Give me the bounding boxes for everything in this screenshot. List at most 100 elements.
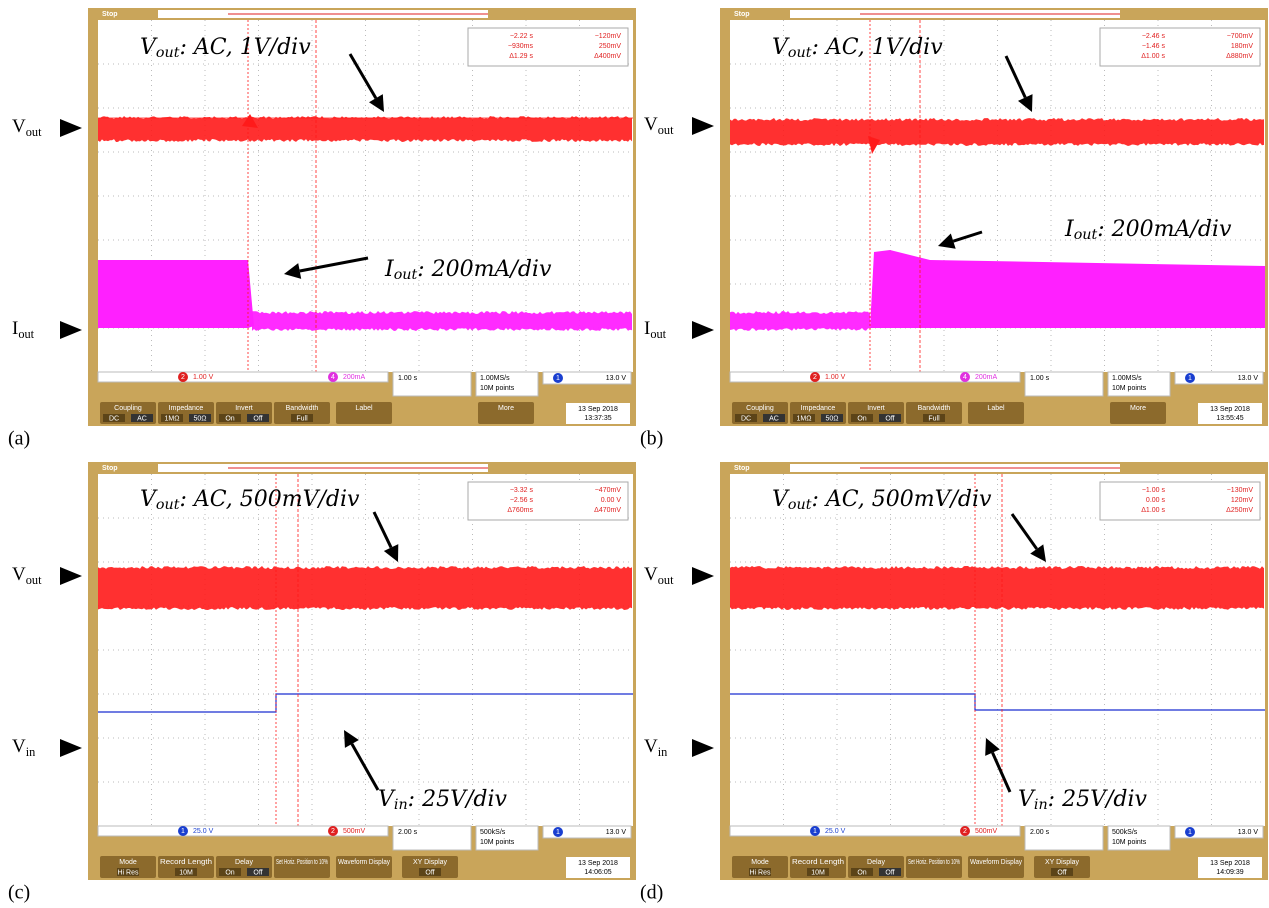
- date: 13 Sep 2018: [1210, 860, 1250, 867]
- trigger-channel: 1: [1188, 375, 1192, 382]
- channel-label: Vin: [12, 736, 35, 758]
- channel-label: Vout: [644, 114, 674, 136]
- record-points: 10M points: [1112, 385, 1147, 392]
- menu-title: XY Display: [413, 859, 448, 866]
- subscript: in: [394, 797, 408, 813]
- time: 14:09:39: [1216, 869, 1243, 876]
- trigger-level: 13.0 V: [1238, 829, 1259, 836]
- menu-item: Off: [885, 869, 894, 876]
- menu-title: Impedance: [801, 405, 836, 412]
- channel-marker: [60, 119, 82, 137]
- menu-item: On: [225, 869, 234, 876]
- menu-title: Coupling: [746, 405, 774, 412]
- time: 14:06:05: [584, 869, 611, 876]
- readout: −470mV: [595, 487, 622, 494]
- menu-title: Coupling: [114, 405, 142, 412]
- readout: Δ1.00 s: [1141, 507, 1165, 514]
- menu-item: On: [225, 415, 234, 422]
- readout: −1.00 s: [1142, 487, 1166, 494]
- readout: Δ400mV: [594, 53, 621, 60]
- menu-title: More: [498, 405, 514, 412]
- annotation-text: : 200mA/div: [1097, 217, 1232, 242]
- channel-marker: [60, 739, 82, 757]
- menu-title: More: [1130, 405, 1146, 412]
- channel-scale: 1.00 V: [193, 374, 214, 381]
- panel-label: (c): [8, 882, 30, 904]
- readout: 0.00 s: [1146, 497, 1166, 504]
- channel-marker: [692, 567, 714, 585]
- channel-scale: 200mA: [975, 374, 998, 381]
- menu-item: On: [857, 415, 866, 422]
- scope-panel: Stop−1.00 s−130mV0.00 s120mVΔ1.00 sΔ250m…: [640, 462, 1268, 904]
- menu-title: Label: [355, 405, 373, 412]
- readout: −1.46 s: [1142, 43, 1166, 50]
- channel-label: Vin: [644, 736, 667, 758]
- readout: Δ1.00 s: [1141, 53, 1165, 60]
- menu-item: 50Ω: [193, 415, 206, 422]
- readout: Δ760ms: [507, 507, 533, 514]
- trigger-level: 13.0 V: [606, 375, 627, 382]
- symbol: V: [644, 736, 658, 757]
- menu-item: Off: [1057, 869, 1066, 876]
- channel-label: Iout: [12, 318, 35, 340]
- waveform-band: [252, 311, 632, 331]
- annotation-text: : AC, 1V/div: [179, 35, 311, 60]
- channel-number: 4: [331, 374, 335, 381]
- menu-title: Record Length: [792, 859, 844, 866]
- figure: Stop −2.22 s −120mV −930ms 250mV Δ1.29 s Δ400m…: [0, 0, 1269, 908]
- trigger-channel: 1: [556, 829, 560, 836]
- menu-item: 1MΩ: [797, 415, 812, 422]
- panel-label: (d): [640, 882, 663, 904]
- menu-item: DC: [109, 415, 119, 422]
- readout: Δ1.29 s: [509, 53, 533, 60]
- readout: −2.56 s: [510, 497, 534, 504]
- annotation-text: : AC, 500mV/div: [179, 487, 360, 512]
- subscript: out: [658, 573, 674, 587]
- status-word: Stop: [734, 11, 750, 18]
- waveform-band: [730, 118, 1264, 146]
- readout: 250mV: [599, 43, 622, 50]
- symbol: V: [644, 564, 658, 585]
- menu-item: Off: [253, 869, 262, 876]
- readout: −120mV: [595, 33, 622, 40]
- menu-item: Full: [928, 415, 940, 422]
- symbol: V: [12, 564, 26, 585]
- readout: −930ms: [508, 43, 534, 50]
- menu-item: Off: [885, 415, 894, 422]
- waveform-band: [98, 116, 632, 142]
- record-points: 10M points: [480, 385, 515, 392]
- channel-scale: 500mV: [343, 828, 366, 835]
- panel-label: (b): [640, 428, 663, 450]
- menu-item: 10M: [811, 869, 825, 876]
- channel-scale: 1.00 V: [825, 374, 846, 381]
- date: 13 Sep 2018: [1210, 406, 1250, 413]
- time: 13:55:45: [1216, 415, 1243, 422]
- sample-rate: 500kS/s: [480, 829, 506, 836]
- subscript: in: [658, 745, 668, 759]
- trigger-level: 13.0 V: [606, 829, 627, 836]
- menu-title: Mode: [119, 859, 137, 866]
- status-word: Stop: [102, 11, 118, 18]
- sample-rate: 500kS/s: [1112, 829, 1138, 836]
- menu-title: Set Horiz. Position to 10%: [276, 859, 328, 866]
- subscript: out: [26, 125, 42, 139]
- current-block: [98, 260, 248, 328]
- panel-label: (a): [8, 428, 30, 450]
- record-points: 10M points: [480, 839, 515, 846]
- menu-item: Off: [425, 869, 434, 876]
- symbol: V: [644, 114, 658, 135]
- annotation-text: : 25V/div: [1048, 787, 1148, 812]
- channel-scale: 500mV: [975, 828, 998, 835]
- readout: −2.22 s: [510, 33, 534, 40]
- readout: 0.00 V: [601, 497, 622, 504]
- menu-title: Set Horiz. Position to 10%: [908, 859, 960, 866]
- menu-item: 1MΩ: [165, 415, 180, 422]
- subscript: out: [156, 497, 180, 513]
- annotation-text: : AC, 1V/div: [811, 35, 943, 60]
- channel-number: 2: [331, 828, 335, 835]
- readout: −130mV: [1227, 487, 1254, 494]
- channel-number: 1: [813, 828, 817, 835]
- menu-item: Off: [253, 415, 262, 422]
- channel-label: Vout: [12, 564, 42, 586]
- menu-item: Hi Res: [117, 869, 139, 876]
